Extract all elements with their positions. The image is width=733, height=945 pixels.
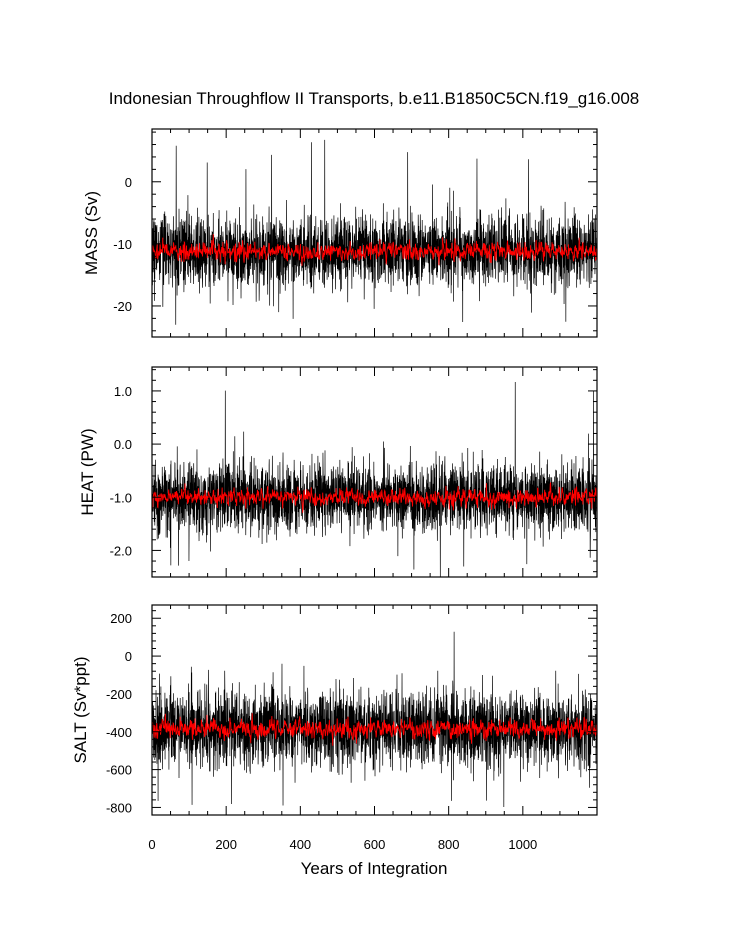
mass-ticks: 0 -10 -20 — [113, 129, 598, 337]
heat-y-tick-label: 0.0 — [114, 437, 132, 452]
heat-y-tick-label: -1.0 — [110, 490, 132, 505]
mass-y-tick-label: -10 — [113, 237, 132, 252]
x-tick-label: 1000 — [508, 837, 537, 852]
salt-y-tick-label: 200 — [110, 611, 132, 626]
heat-monthly-series-line — [152, 382, 597, 577]
mass-y-axis-label: MASS (Sv) — [82, 191, 101, 275]
mass-y-tick-label: 0 — [125, 175, 132, 190]
x-tick-label: 200 — [215, 837, 237, 852]
heat-annual-series-line — [152, 482, 597, 513]
salt-monthly-series-line — [152, 631, 597, 808]
salt-y-tick-label: 0 — [125, 649, 132, 664]
salt-y-tick-label: -400 — [106, 725, 132, 740]
panel-heat: 1.0 0.0 -1.0 -2.0 HEAT (PW) — [78, 366, 598, 578]
salt-y-tick-label: -600 — [106, 763, 132, 778]
heat-y-tick-label: 1.0 — [114, 384, 132, 399]
salt-annual-series-line — [152, 713, 597, 746]
heat-y-axis-label: HEAT (PW) — [78, 428, 97, 515]
panel-salt: 200 0 -200 -400 -600 -800 SALT (Sv*ppt) — [71, 604, 598, 816]
salt-series-layer — [152, 631, 597, 808]
salt-ticks: 200 0 -200 -400 -600 -800 — [106, 605, 598, 816]
salt-y-tick-label: -200 — [106, 687, 132, 702]
x-tick-label: 800 — [438, 837, 460, 852]
mass-y-tick-label: -20 — [113, 299, 132, 314]
salt-y-axis-label: SALT (Sv*ppt) — [71, 656, 90, 763]
x-tick-label: 400 — [289, 837, 311, 852]
heat-ticks: 1.0 0.0 -1.0 -2.0 — [110, 367, 598, 577]
mass-annual-series-line — [152, 234, 597, 266]
x-axis-label: Years of Integration — [301, 859, 448, 878]
mass-monthly-series-line — [152, 139, 597, 325]
heat-series-layer — [152, 382, 597, 577]
x-axis-tick-labels: 0 200 400 600 800 1000 — [148, 837, 537, 852]
heat-y-tick-label: -2.0 — [110, 543, 132, 558]
heat-plot-frame — [151, 366, 598, 578]
panel-mass: 0 -10 -20 MASS (Sv) — [82, 128, 598, 338]
x-tick-label: 0 — [148, 837, 155, 852]
mass-series-layer — [152, 139, 597, 325]
chart-title: Indonesian Throughflow II Transports, b.… — [109, 89, 640, 108]
salt-y-tick-label: -800 — [106, 800, 132, 815]
x-tick-label: 600 — [364, 837, 386, 852]
